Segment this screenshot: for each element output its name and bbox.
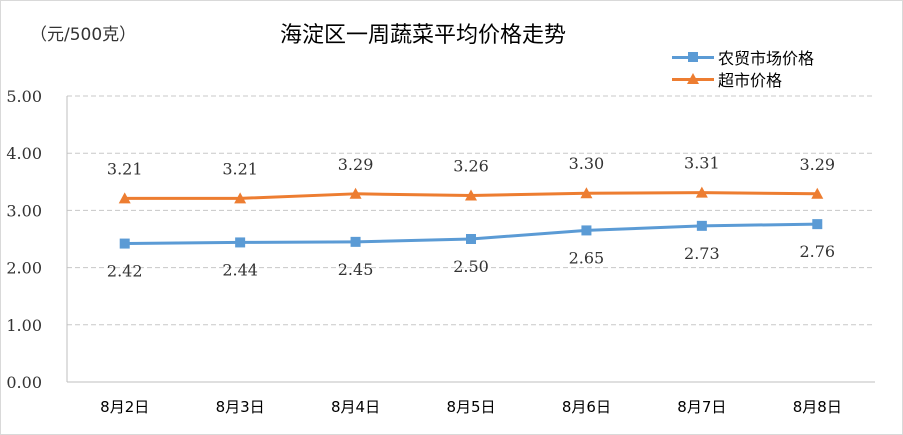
data-point-supermarket <box>465 189 477 201</box>
x-tick-label: 8月4日 <box>331 398 380 416</box>
y-tick-label: 4.00 <box>6 144 42 163</box>
y-tick-label: 3.00 <box>6 201 42 220</box>
x-tick-label: 8月6日 <box>562 398 611 416</box>
data-point-supermarket <box>234 192 247 204</box>
legend: 农贸市场价格 超市价格 <box>672 46 814 90</box>
legend-item-supermarket: 超市价格 <box>672 68 814 90</box>
data-label: 3.30 <box>569 154 605 173</box>
data-point-farmers-market <box>466 234 476 244</box>
data-point-supermarket <box>118 192 131 204</box>
data-label: 2.76 <box>799 242 835 261</box>
data-label: 2.42 <box>107 262 143 281</box>
data-point-farmers-market <box>696 220 707 231</box>
data-point-farmers-market <box>812 219 823 230</box>
y-tick-label: 0.00 <box>6 373 42 392</box>
x-tick-label: 8月5日 <box>446 398 495 416</box>
y-tick-label: 1.00 <box>6 316 42 335</box>
data-label: 2.50 <box>453 257 489 276</box>
x-tick-label: 8月2日 <box>100 398 149 416</box>
x-tick-label: 8月8日 <box>793 398 842 416</box>
data-point-supermarket <box>695 186 708 198</box>
data-label: 3.21 <box>107 159 143 178</box>
x-tick-label: 8月7日 <box>677 398 726 416</box>
legend-swatch-supermarket <box>672 68 714 90</box>
data-point-farmers-market <box>350 236 361 247</box>
data-label: 3.31 <box>684 154 720 173</box>
y-tick-label: 2.00 <box>6 259 42 278</box>
y-tick-label: 5.00 <box>6 87 42 106</box>
data-label: 2.44 <box>222 260 258 279</box>
data-label: 2.73 <box>684 244 720 263</box>
data-label: 3.29 <box>799 155 835 174</box>
data-point-supermarket <box>349 187 362 199</box>
chart-title: 海淀区一周蔬菜平均价格走势 <box>280 23 567 48</box>
data-point-farmers-market <box>235 237 246 248</box>
legend-label-supermarket: 超市价格 <box>718 71 783 90</box>
data-point-supermarket <box>811 187 824 199</box>
data-point-farmers-market <box>581 225 592 236</box>
data-label: 2.45 <box>338 260 374 279</box>
legend-item-farmers-market: 农贸市场价格 <box>672 46 814 68</box>
data-label: 3.21 <box>222 159 258 178</box>
unit-label: （元/500克） <box>30 25 137 45</box>
data-point-supermarket <box>580 187 593 199</box>
data-label: 3.29 <box>338 155 374 174</box>
legend-swatch-farmers-market <box>672 46 714 68</box>
x-tick-label: 8月3日 <box>216 398 265 416</box>
legend-label-farmers-market: 农贸市场价格 <box>718 49 815 68</box>
data-label: 3.26 <box>453 157 489 176</box>
data-point-farmers-market <box>119 238 130 249</box>
data-label: 2.65 <box>569 248 605 267</box>
